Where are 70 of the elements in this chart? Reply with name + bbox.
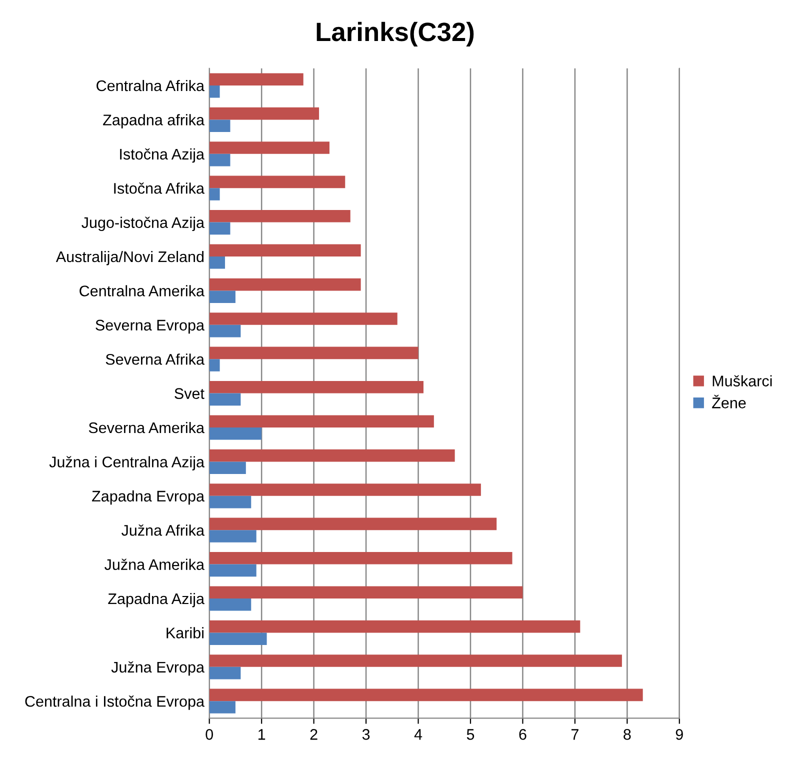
bar <box>209 188 220 200</box>
x-tick-label: 5 <box>466 729 474 740</box>
bar <box>209 449 455 462</box>
y-tick-label: Jugo-istočna Azija <box>82 216 204 232</box>
y-tick-label: Zapadna Azija <box>108 592 204 608</box>
chart-title: Larinks(C32) <box>316 22 474 46</box>
y-tick-label: Karibi <box>166 627 204 638</box>
bar <box>209 312 398 325</box>
bar <box>209 462 246 474</box>
x-tick-label: 2 <box>310 729 318 740</box>
bar <box>209 210 350 222</box>
x-tick-label: 3 <box>362 729 370 740</box>
bar <box>209 530 256 542</box>
bar <box>209 73 304 86</box>
y-tick-label: Centralna i Istočna Evropa <box>25 696 204 710</box>
y-tick-label: Severna Evropa <box>96 320 204 334</box>
bar <box>209 107 320 120</box>
y-tick-label: Severna Afrika <box>106 354 204 365</box>
bar <box>209 244 361 256</box>
bar <box>209 632 267 646</box>
bar <box>209 278 361 291</box>
bar <box>209 120 230 132</box>
bar <box>209 324 241 338</box>
y-tick-label: Centralna Amerika <box>80 285 204 296</box>
y-tick-label: Svet <box>174 388 204 399</box>
y-tick-label: Zapadna afrika <box>103 114 204 128</box>
bar <box>209 564 256 577</box>
bar <box>209 222 230 235</box>
bar <box>209 154 230 166</box>
bar <box>209 415 434 428</box>
x-tick-label: 7 <box>571 729 578 740</box>
y-tick-label: Istočna Azija <box>120 148 204 163</box>
y-tick-label: Istočna Afrika <box>114 182 204 194</box>
bar <box>209 428 262 440</box>
legend-label: Žene <box>712 394 746 408</box>
bar <box>209 86 220 98</box>
bar <box>209 256 226 269</box>
x-tick-label: 9 <box>676 729 683 740</box>
y-tick-label: Južna Evropa <box>111 661 204 676</box>
bar <box>209 393 241 406</box>
y-tick-label: Zapadna Evropa <box>92 490 204 505</box>
bar <box>209 142 330 154</box>
bar <box>209 518 497 530</box>
bar <box>209 484 481 496</box>
x-tick-label: 8 <box>624 729 631 740</box>
bar <box>209 654 622 667</box>
y-tick-label: Južna i Centralna Azija <box>49 456 204 470</box>
bar <box>209 688 643 702</box>
x-tick-label: 1 <box>258 729 266 740</box>
bar <box>209 290 236 304</box>
bar <box>209 666 241 680</box>
y-tick-label: Severna Amerika <box>88 422 204 434</box>
bar <box>209 346 418 360</box>
bar <box>209 359 220 372</box>
bar <box>209 586 523 598</box>
bar <box>209 176 346 188</box>
bar <box>209 598 252 611</box>
y-tick-label: Australija/Novi Zeland <box>56 250 204 266</box>
bar <box>209 620 580 633</box>
x-tick-label: 6 <box>519 729 526 740</box>
bar <box>209 380 424 394</box>
bar <box>209 701 236 714</box>
x-tick-label: 4 <box>414 729 422 740</box>
y-tick-label: Južna Amerika <box>104 558 204 570</box>
x-tick-label: 0 <box>206 729 213 740</box>
bar <box>209 496 252 508</box>
y-tick-label: Južna Afrika <box>122 524 204 536</box>
y-tick-label: Centralna Afrika <box>96 80 204 92</box>
bar <box>209 552 512 564</box>
legend-label: Muškarci <box>712 375 772 386</box>
